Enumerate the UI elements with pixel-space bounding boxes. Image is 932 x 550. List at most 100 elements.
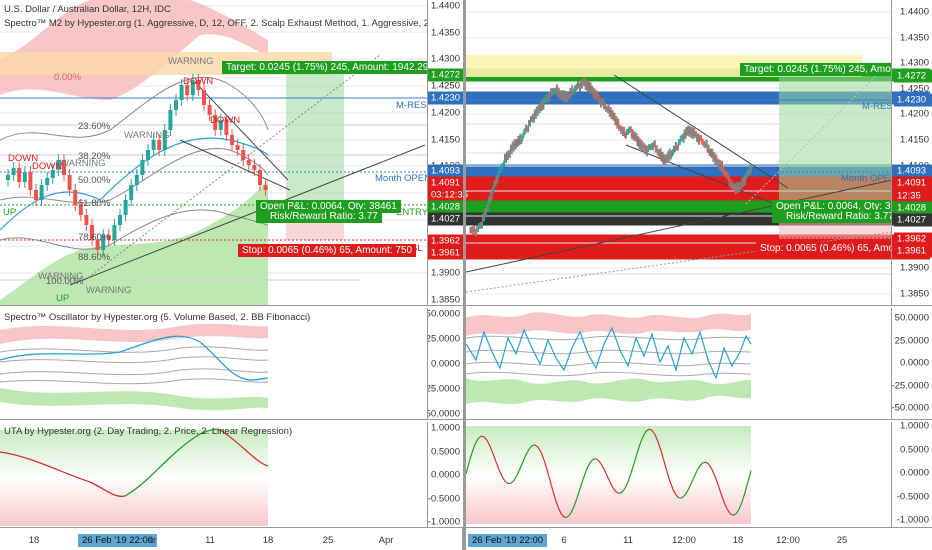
down-label: DOWN [210, 115, 241, 126]
layout-separator[interactable] [463, 0, 466, 550]
candle [520, 136, 522, 142]
candle [598, 97, 600, 101]
candle [506, 154, 507, 160]
candle [241, 150, 246, 160]
candle [123, 200, 128, 215]
left-uta-pane[interactable]: UTA by Hypester.org (2. Day Trading, 2. … [0, 422, 428, 528]
candle [202, 90, 206, 105]
candle [750, 166, 752, 172]
candle [474, 228, 476, 232]
pnl-box[interactable]: Open P&L: 0.0064, Qty: 38461 [772, 200, 891, 213]
candle [536, 109, 538, 114]
candle [498, 170, 500, 175]
uta-segment [477, 435, 482, 440]
candle [670, 151, 672, 157]
sl-label: SL [411, 243, 423, 254]
candle [604, 105, 605, 107]
x-tick: 25 [836, 535, 848, 546]
candle [741, 180, 743, 187]
candle [564, 93, 566, 100]
candle [647, 148, 648, 154]
target-box[interactable]: Target: 0.0245 (1.75%) 245, Amount: [740, 63, 891, 76]
candle [694, 130, 696, 135]
candle [631, 132, 633, 136]
candle [575, 87, 576, 89]
candle [544, 100, 546, 102]
axis-tick: 0.0000 [430, 469, 460, 481]
candle [569, 91, 571, 97]
candle [704, 144, 706, 146]
candle [685, 129, 687, 136]
axis-tick: 1.0000 [899, 422, 929, 432]
uta-segment [474, 438, 479, 445]
stop-box[interactable]: Stop: 0.0065 (0.46%) 65, Amount: 750 [238, 244, 417, 257]
x-tick: 18 [732, 535, 744, 546]
candle [669, 151, 671, 158]
left-time-axis[interactable]: 18 26 Feb '19 22:00 ar 11 18 25 Apr [0, 528, 463, 550]
left-price-axis[interactable]: 1.44001.43501.43001.42501.42001.41501.41… [428, 0, 463, 306]
candle [496, 178, 498, 181]
candle [674, 148, 675, 150]
right-main-chart[interactable]: Target: 0.0245 (1.75%) 245, Amount: Open… [466, 0, 892, 306]
axis-tick: 1.4250 [899, 83, 929, 95]
candle [721, 164, 722, 169]
candle [553, 91, 554, 93]
candle [621, 129, 623, 131]
rr-box[interactable]: Risk/Reward Ratio: 3.77 [772, 210, 891, 223]
rr-box[interactable]: Risk/Reward Ratio: 3.77 [256, 210, 382, 223]
candle [749, 168, 751, 172]
candle [724, 173, 726, 175]
candle [78, 205, 83, 215]
candle [582, 81, 584, 84]
candle [532, 116, 534, 120]
candle [112, 225, 117, 240]
mres-label: M-RES [396, 100, 427, 111]
uta-segment [579, 479, 584, 489]
candle [579, 85, 580, 89]
candle [705, 142, 707, 145]
target-box[interactable]: Target: 0.0245 (1.75%) 245, Amount: 1942… [222, 61, 427, 74]
candle [522, 135, 524, 139]
candle [739, 184, 741, 189]
date-cursor-tag: 26 Feb '19 22:00 [78, 534, 158, 547]
mres-label: M-RES [862, 101, 892, 112]
right-oscillator-pane[interactable] [466, 308, 892, 420]
candle [493, 183, 495, 189]
candle [101, 235, 106, 250]
uta-segment [498, 469, 503, 477]
candle [497, 174, 499, 181]
candle [470, 230, 472, 231]
candle [628, 129, 630, 131]
uta-segment [636, 444, 641, 454]
candle [571, 88, 573, 94]
candle [697, 136, 698, 139]
candle [627, 131, 628, 133]
stop-box[interactable]: Stop: 0.0065 (0.46%) 65, Amount: [756, 242, 891, 255]
left-oscillator-pane[interactable]: Spectro™ Oscillator by Hypester.org (5. … [0, 308, 428, 420]
candle [224, 120, 229, 135]
right-uta-pane[interactable] [466, 422, 892, 528]
pnl-box[interactable]: Open P&L: 0.0064, Qty: 38461 [256, 200, 401, 213]
uta-segment [591, 458, 596, 461]
candle [690, 129, 692, 136]
right-time-axis[interactable]: 26 Feb '19 22:00 6 11 12:00 18 12:00 25 [466, 528, 932, 550]
candle [485, 207, 487, 214]
candle [659, 151, 661, 155]
left-main-chart[interactable]: U.S. Dollar / Australian Dollar, 12H, ID… [0, 0, 428, 306]
candle [661, 154, 663, 159]
uta-segment [480, 435, 485, 438]
candle [577, 84, 578, 87]
candle [680, 137, 682, 139]
candle [620, 127, 622, 131]
axis-tick: -1.0000 [896, 514, 929, 526]
uta-segment [525, 448, 530, 456]
axis-tick: 50.0000 [894, 312, 929, 324]
uta-segment [633, 453, 638, 464]
candle [641, 143, 643, 149]
candle [576, 86, 577, 88]
candle [486, 207, 488, 209]
uta-segment [609, 481, 614, 489]
candle [730, 181, 732, 186]
candle [504, 156, 505, 164]
right-price-axis[interactable]: 1.44001.43501.43001.42501.42001.41501.41… [892, 0, 932, 306]
